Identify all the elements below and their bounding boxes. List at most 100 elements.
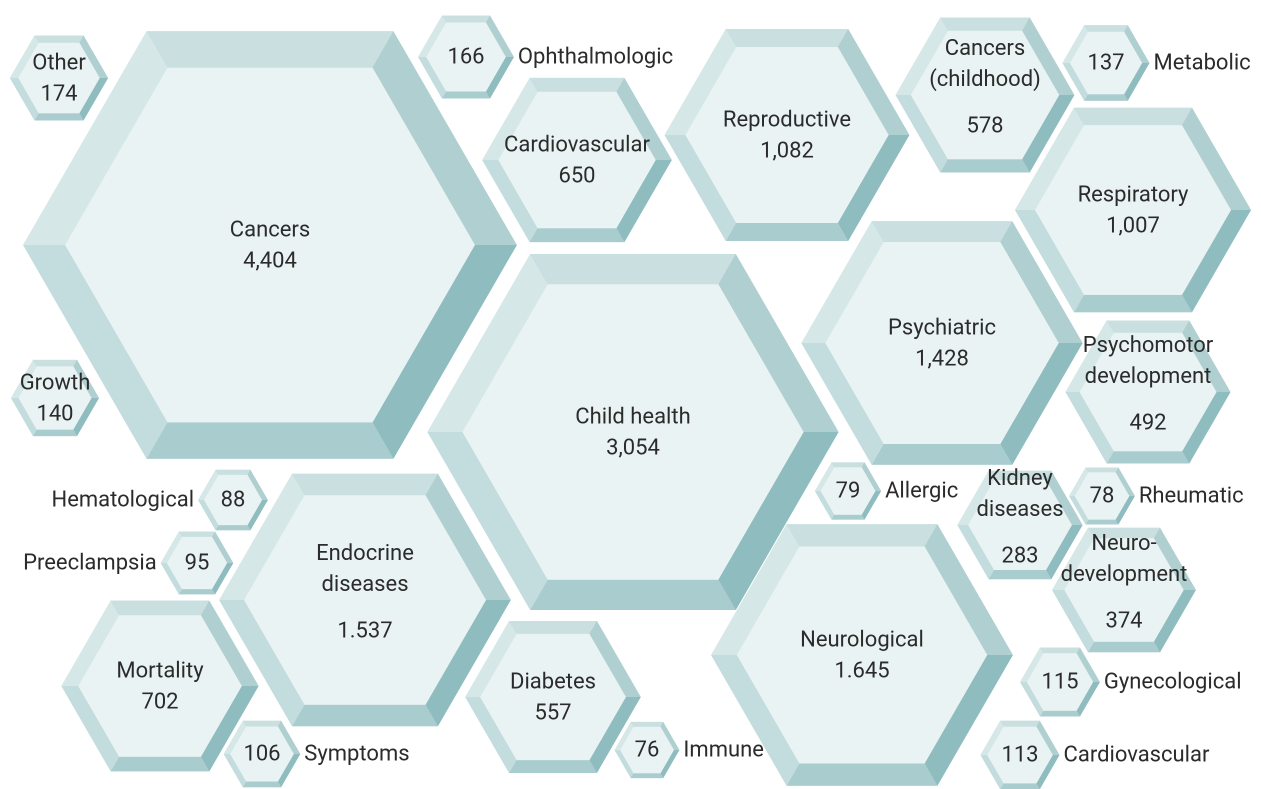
facet xyxy=(1088,527,1160,539)
category-label: Reproductive xyxy=(722,107,852,132)
facet xyxy=(630,721,664,727)
facet xyxy=(957,470,994,525)
category-label: Hematological xyxy=(51,487,195,513)
value-label: 78 xyxy=(1089,483,1115,509)
category-label: Psychomotor development xyxy=(1082,333,1214,389)
facet xyxy=(1076,682,1100,717)
hexagon-face xyxy=(910,30,1060,160)
facet xyxy=(1020,682,1044,717)
category-label: Cancers xyxy=(229,217,311,242)
facet xyxy=(482,160,538,243)
facet xyxy=(23,31,168,246)
value-label: 283 xyxy=(1001,543,1039,569)
facet xyxy=(247,500,268,531)
value-label: 3,054 xyxy=(606,435,660,460)
hexagon-face xyxy=(820,467,876,515)
hexagon-face xyxy=(1069,31,1143,95)
facet xyxy=(1106,451,1190,464)
hexagon-face xyxy=(244,495,486,705)
facet xyxy=(725,29,849,47)
hexagon-face xyxy=(685,47,889,223)
facet xyxy=(1069,496,1089,525)
facet xyxy=(247,469,268,500)
facet xyxy=(425,473,511,600)
facet xyxy=(34,113,84,121)
facet xyxy=(1022,95,1075,173)
facet xyxy=(418,57,447,99)
category-label: Immune xyxy=(683,737,764,763)
facet xyxy=(1182,210,1251,313)
facet xyxy=(924,655,1013,786)
facet xyxy=(529,77,625,92)
facet xyxy=(277,754,301,788)
facet xyxy=(485,15,514,57)
facet xyxy=(242,720,282,727)
category-label: Metabolic xyxy=(1153,50,1251,76)
facet xyxy=(73,398,99,437)
hexagon-face xyxy=(1035,125,1231,295)
facet xyxy=(1052,590,1095,653)
facet xyxy=(223,754,247,788)
facet xyxy=(160,531,182,563)
facet xyxy=(1115,467,1135,496)
facet xyxy=(1074,294,1192,313)
facet xyxy=(988,470,1052,480)
facet xyxy=(589,697,641,773)
facet xyxy=(1036,720,1060,755)
facet xyxy=(33,359,77,367)
facet xyxy=(718,432,839,610)
facet xyxy=(831,514,865,520)
category-label: Neurological xyxy=(800,627,924,652)
facet xyxy=(200,686,259,772)
facet xyxy=(616,160,672,243)
facet xyxy=(219,473,305,600)
hexagon-face xyxy=(1026,653,1094,711)
facet xyxy=(1020,647,1044,682)
facet xyxy=(110,756,210,772)
hexagon-face xyxy=(462,284,804,580)
facet xyxy=(73,359,99,398)
facet xyxy=(711,524,800,655)
facet xyxy=(589,621,641,697)
category-label: Preeclampsia xyxy=(23,550,157,576)
facet xyxy=(1040,710,1080,717)
value-label: 578 xyxy=(966,113,1004,139)
facet xyxy=(11,398,37,437)
facet xyxy=(292,473,438,496)
facet xyxy=(1052,527,1095,590)
facet xyxy=(1036,755,1060,789)
facet xyxy=(801,343,884,465)
value-label: 1.645 xyxy=(834,658,890,683)
facet xyxy=(215,525,251,531)
facet xyxy=(198,500,219,531)
facet xyxy=(9,35,39,78)
facet xyxy=(1062,25,1088,63)
value-label: 174 xyxy=(40,81,78,106)
facet xyxy=(277,720,301,754)
hexagon-face xyxy=(825,242,1059,444)
facet xyxy=(425,600,511,727)
facet xyxy=(200,600,259,686)
facet xyxy=(33,429,77,437)
facet xyxy=(837,135,910,241)
facet xyxy=(212,563,234,595)
facet xyxy=(212,531,234,563)
facet xyxy=(725,223,849,241)
facet xyxy=(178,531,216,537)
category-label: Respiratory xyxy=(1077,182,1189,207)
facet xyxy=(924,524,1013,655)
hexagon-face xyxy=(620,726,674,774)
facet xyxy=(861,491,882,520)
facet xyxy=(1153,590,1196,653)
category-label: Endocrine diseases xyxy=(316,541,414,597)
facet xyxy=(34,35,84,43)
facet xyxy=(242,781,282,788)
hexagon-face xyxy=(736,546,988,764)
facet xyxy=(1153,527,1196,590)
facet xyxy=(786,524,938,547)
hexagon-face xyxy=(166,536,228,590)
facet xyxy=(940,159,1030,173)
value-label: 113 xyxy=(1001,742,1039,768)
value-label: 76 xyxy=(634,737,660,763)
